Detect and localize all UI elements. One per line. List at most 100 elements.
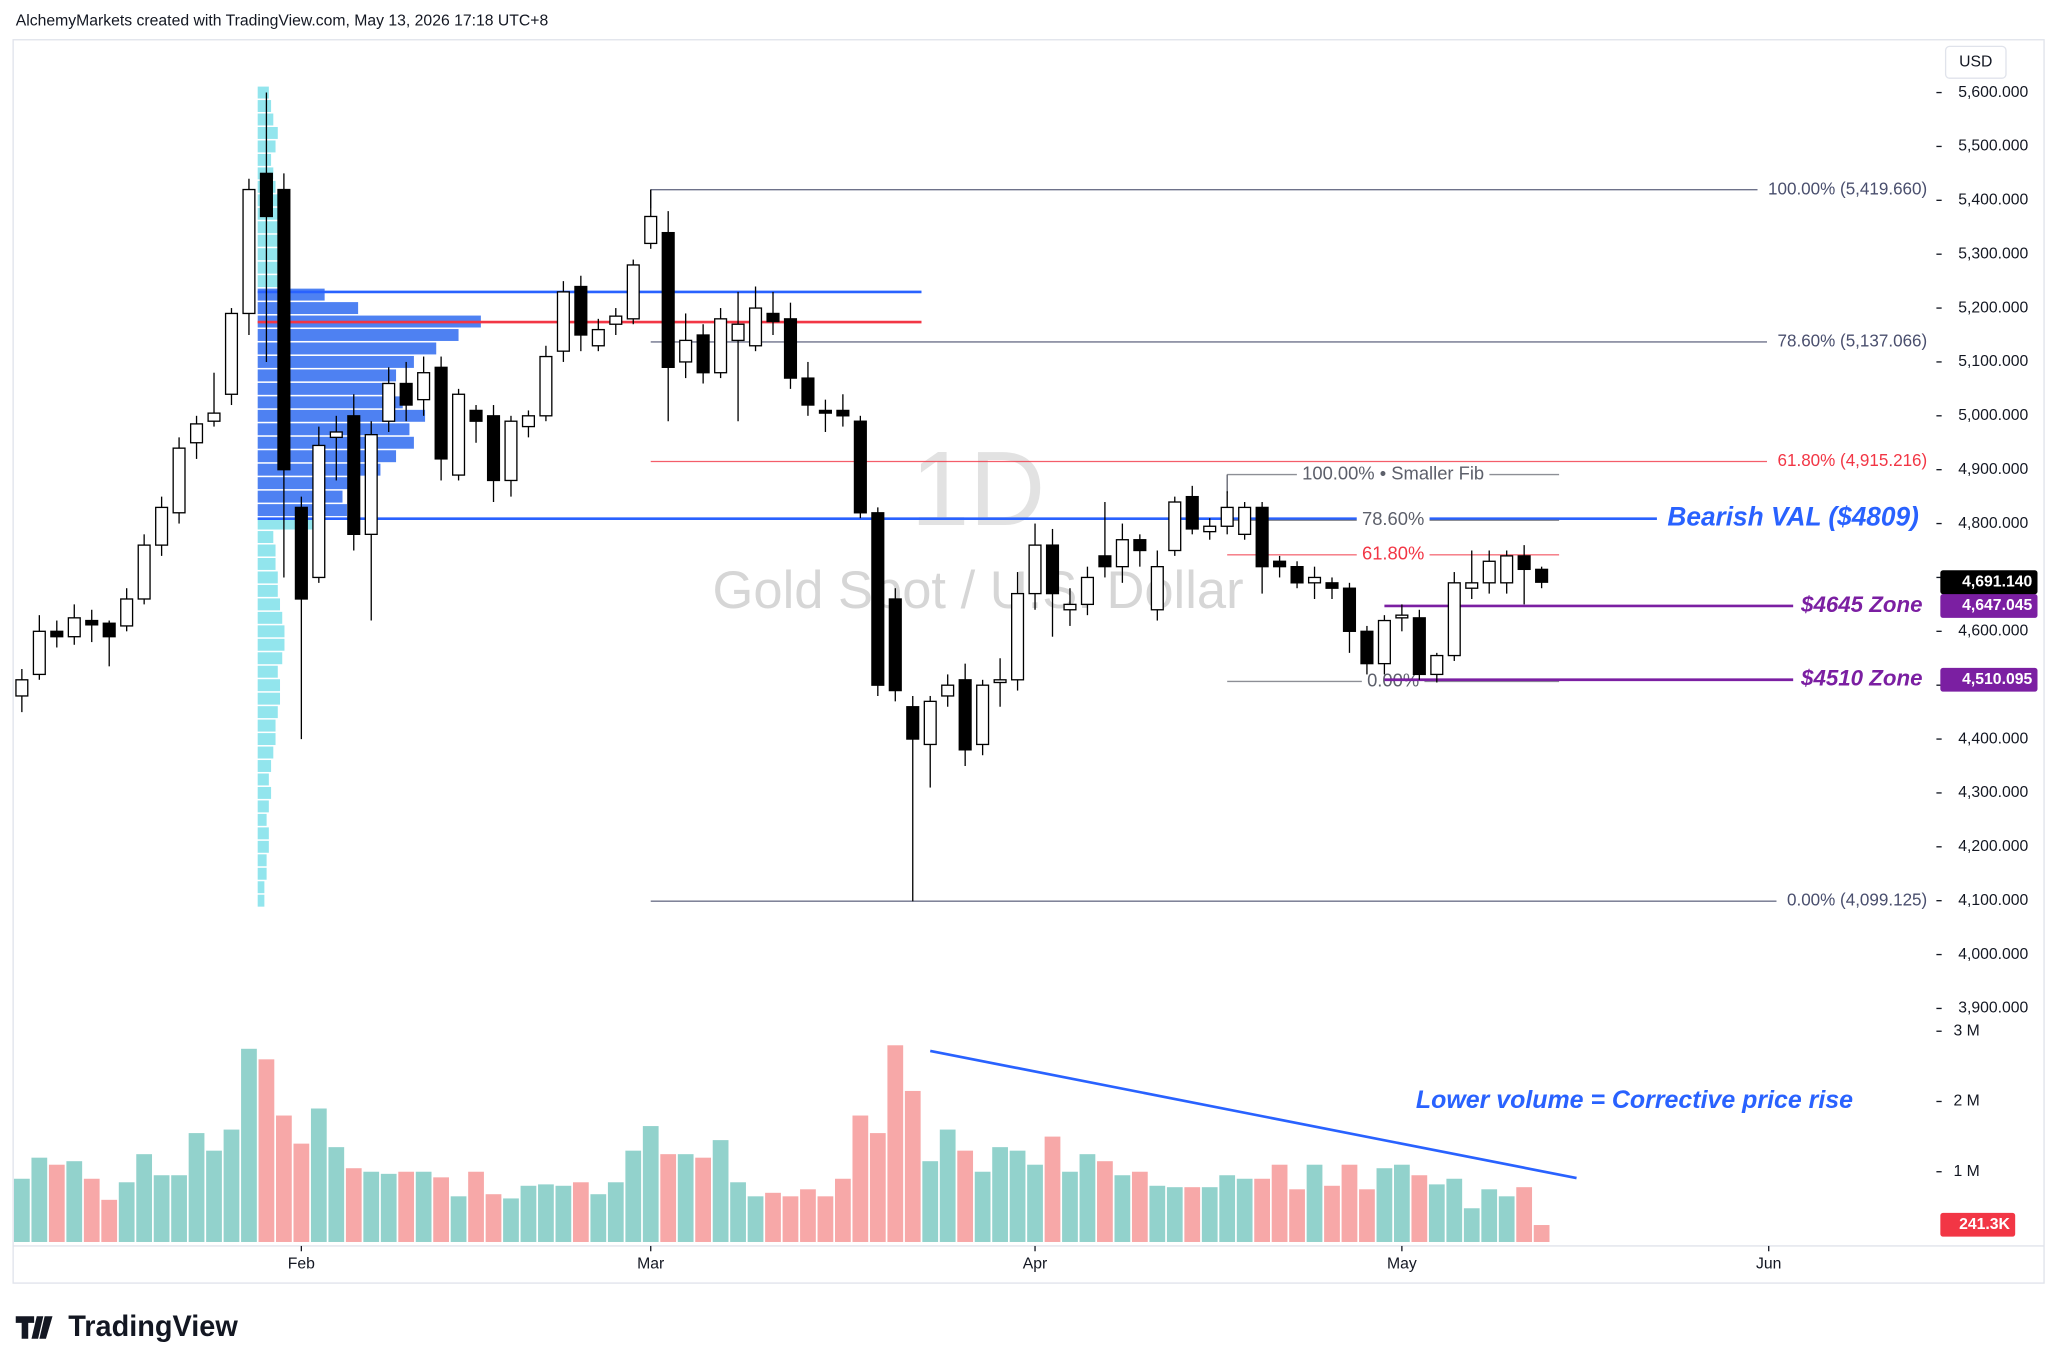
candle-body	[574, 285, 588, 336]
profile-row	[257, 423, 410, 436]
volume-bar	[118, 1182, 135, 1242]
volume-bar	[1079, 1154, 1096, 1242]
volume-bar	[380, 1173, 397, 1242]
volume-bar	[31, 1157, 48, 1242]
currency-box[interactable]	[1944, 45, 2007, 79]
candle-body	[294, 506, 308, 600]
x-tick-label: Mar	[637, 1256, 665, 1273]
y-tick-label: 4,400.000	[1958, 730, 2028, 747]
volume-bar	[1009, 1150, 1026, 1242]
volume-bar	[939, 1129, 956, 1242]
volume-bar	[1254, 1178, 1271, 1242]
profile-row	[257, 127, 278, 139]
profile-row	[257, 786, 272, 799]
profile-row	[257, 100, 272, 112]
profile-row	[257, 153, 272, 166]
candle-body	[626, 264, 640, 320]
zone-tag	[1940, 594, 2038, 618]
volume-bar	[1062, 1171, 1078, 1242]
volume-bar	[1446, 1178, 1463, 1242]
profile-row	[257, 558, 276, 570]
profile-row	[257, 652, 283, 665]
candle-body	[853, 420, 867, 514]
volume-bar	[66, 1161, 83, 1242]
volume-bar	[363, 1171, 380, 1242]
small-fib-label: 100.00% • Smaller Fib	[1302, 462, 1484, 483]
volume-bar	[1027, 1164, 1043, 1242]
candle-body	[1482, 560, 1496, 584]
profile-row	[257, 382, 392, 395]
candle-body	[242, 188, 256, 315]
candle-body	[1500, 555, 1514, 584]
volume-bar	[153, 1175, 170, 1242]
volume-bar	[468, 1171, 484, 1242]
candle-body	[731, 323, 745, 342]
candle-body	[591, 328, 605, 347]
volume-bar	[1516, 1187, 1533, 1242]
candle-body	[836, 409, 850, 417]
profile-row	[257, 234, 281, 247]
y-tick-label: 4,200.000	[1958, 838, 2028, 855]
volume-bar	[433, 1177, 449, 1242]
candle-body	[1377, 619, 1391, 665]
volume-bar	[398, 1171, 415, 1242]
candle-body	[15, 679, 29, 697]
volume-bar	[1044, 1136, 1061, 1242]
volume-bar	[572, 1182, 589, 1242]
candle-body	[976, 684, 990, 746]
candle-body	[329, 431, 343, 439]
last-price-label: 4,691.140	[1962, 573, 2032, 590]
profile-row	[257, 517, 325, 530]
volume-bar	[747, 1196, 764, 1242]
profile-row	[257, 342, 437, 355]
candle-body	[679, 339, 693, 363]
volume-bar	[1236, 1178, 1253, 1242]
candle-body	[312, 444, 326, 579]
profile-row	[257, 302, 359, 315]
profile-row	[257, 598, 281, 611]
volume-bar	[869, 1133, 886, 1242]
candle-body	[189, 423, 204, 444]
y-tick-label: 5,200.000	[1958, 299, 2028, 316]
volume-bar	[101, 1199, 118, 1242]
profile-row	[257, 571, 278, 584]
volume-bar	[817, 1196, 834, 1242]
candle-body	[85, 619, 99, 626]
profile-row	[257, 288, 325, 301]
profile-row	[257, 396, 403, 409]
profile-row	[257, 86, 269, 99]
profile-row	[257, 706, 278, 719]
candle-body	[207, 412, 221, 422]
profile-row	[257, 329, 459, 341]
candle-body	[1273, 560, 1287, 568]
candle-body	[1133, 539, 1147, 552]
volume-bar	[538, 1184, 554, 1242]
volume-bar	[992, 1147, 1008, 1242]
profile-row	[257, 665, 278, 678]
candle-body	[801, 377, 815, 406]
profile-row	[257, 840, 269, 853]
candle-body	[1307, 576, 1322, 584]
profile-row	[257, 692, 281, 705]
y-tick-label: 4,300.000	[1958, 784, 2028, 801]
candle-body	[120, 598, 134, 627]
candle-body	[434, 366, 448, 460]
volume-bar	[1289, 1189, 1305, 1242]
profile-row	[257, 881, 265, 894]
volume-bar	[345, 1168, 362, 1242]
candle-body	[259, 172, 273, 218]
volume-tick-label: 1 M	[1953, 1163, 1979, 1180]
volume-bar	[677, 1154, 694, 1242]
candle-body	[399, 382, 413, 406]
volume-bar	[957, 1150, 974, 1242]
volume-bar	[1481, 1189, 1498, 1242]
x-tick-label: Apr	[1023, 1256, 1048, 1273]
candle-body	[1290, 566, 1304, 584]
candle-body	[155, 506, 169, 546]
candle-body	[1185, 495, 1199, 530]
volume-bar	[660, 1154, 677, 1242]
volume-bar	[450, 1196, 467, 1242]
volume-bar	[887, 1045, 904, 1242]
candle-body	[906, 706, 920, 740]
volume-bar	[800, 1189, 816, 1242]
